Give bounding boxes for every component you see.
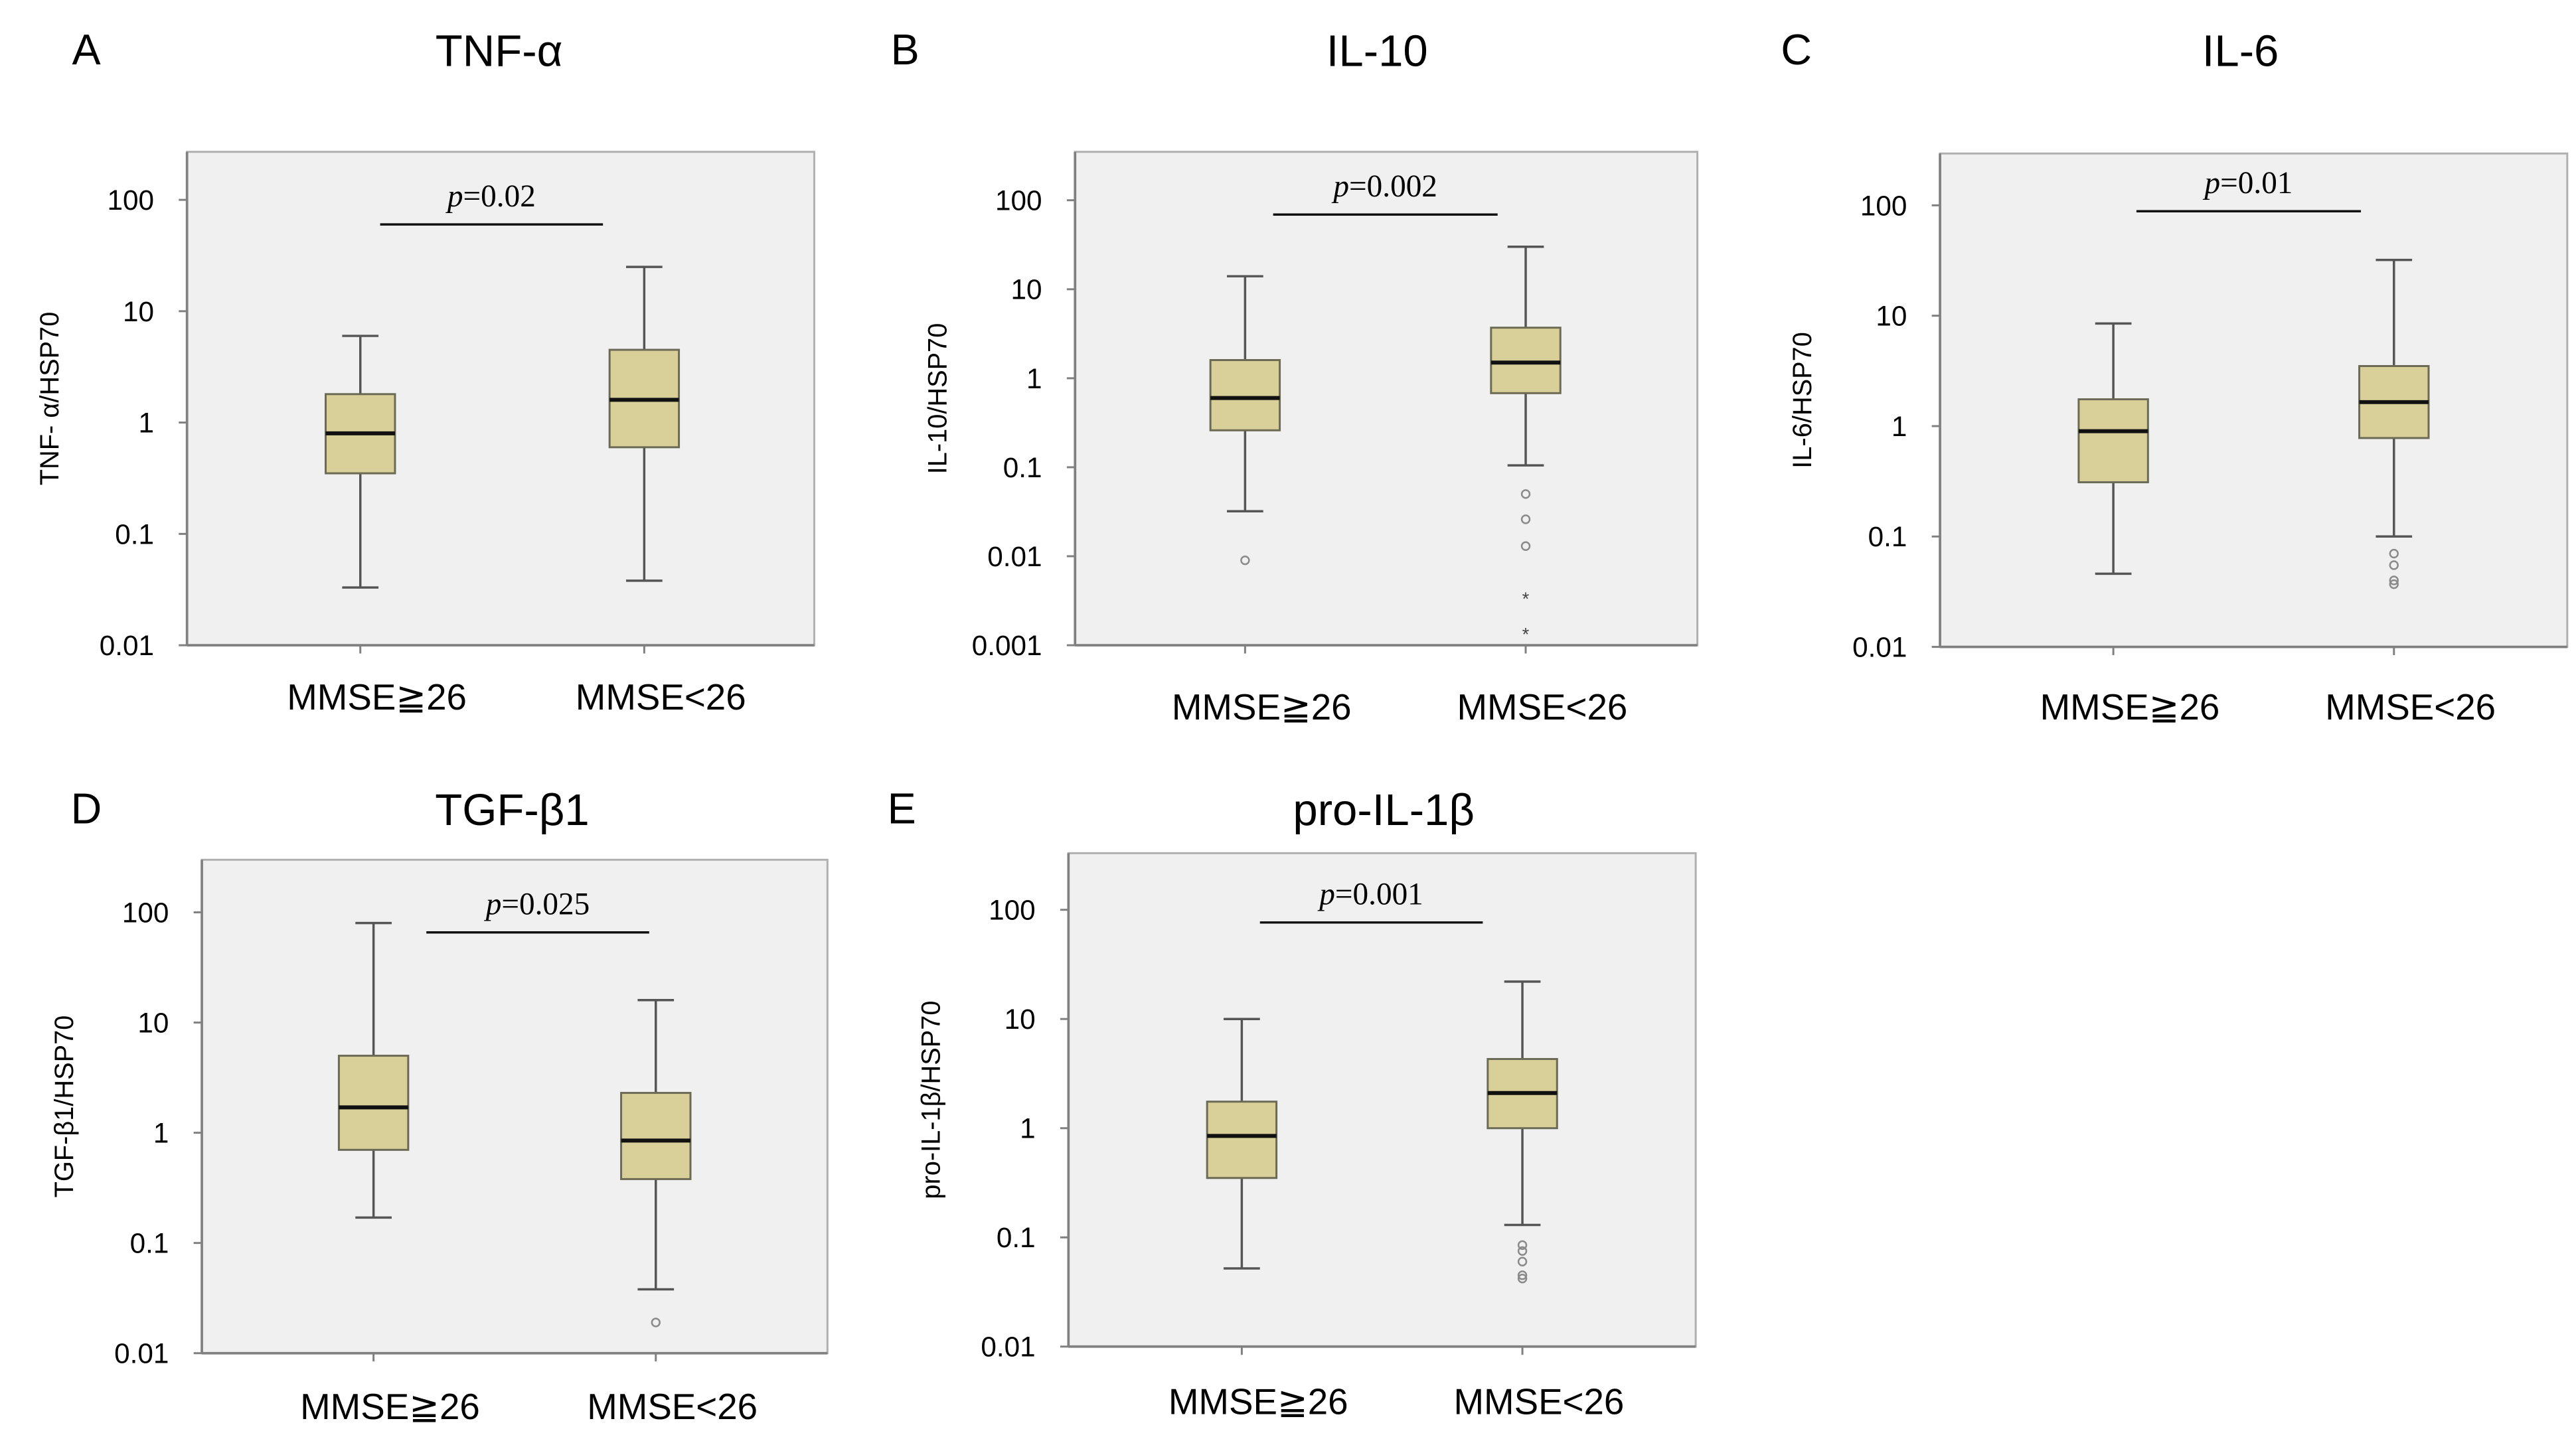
- outlier-point: [1517, 1246, 1528, 1256]
- p-value-label: p=0.025: [484, 887, 590, 921]
- outlier-point: [1517, 1240, 1528, 1250]
- outlier-point: [2389, 548, 2399, 559]
- outlier-point: [1520, 514, 1531, 524]
- y-tick-label: 100: [107, 185, 154, 216]
- iqr-box: [1209, 358, 1281, 431]
- outlier-point: [2389, 579, 2399, 589]
- outlier-point: [2389, 575, 2399, 585]
- y-tick-label: 100: [122, 897, 169, 928]
- y-tick-label: 1: [1020, 1113, 1036, 1144]
- y-axis-label: TGF-β1/HSP70: [50, 1016, 79, 1198]
- outlier-point: [2389, 560, 2399, 570]
- p-value-label: p=0.001: [1317, 877, 1423, 911]
- y-tick-label: 100: [995, 185, 1042, 216]
- y-tick-label: 10: [137, 1008, 169, 1039]
- p-value-symbol: p: [1331, 169, 1349, 204]
- y-tick-label: 0.001: [972, 630, 1042, 661]
- p-value-label: p=0.002: [1331, 169, 1437, 204]
- y-tick-label: 10: [123, 296, 154, 327]
- y-tick-label: 0.1: [997, 1222, 1036, 1253]
- y-tick-label: 10: [1876, 301, 1907, 332]
- panel-title: pro-IL-1β: [1293, 785, 1475, 835]
- panel-c: C IL-6 100 10 1 0.1 0.01 IL-6/HSP70 MMSE≧26 MMSE<…: [1781, 25, 2569, 727]
- x-tick-label: MMSE≧26: [1172, 686, 1352, 727]
- p-value-number: =0.01: [2220, 166, 2293, 200]
- x-tick-label: MMSE<26: [1453, 1381, 1624, 1422]
- x-tick-label: MMSE≧26: [2040, 686, 2220, 727]
- plot-area: [201, 858, 829, 1355]
- p-value-label: p=0.01: [2203, 166, 2293, 200]
- panel-b: B IL-10 100 10 1 0.1 0.01 0.001 IL-10/HSP70 MMSE≧…: [891, 25, 1699, 727]
- p-value-symbol: p: [445, 179, 463, 214]
- x-tick-label: MMSE<26: [2325, 686, 2496, 727]
- x-tick-label: MMSE≧26: [287, 676, 467, 718]
- plot-area: [1074, 151, 1699, 646]
- panel-title: IL-6: [2202, 26, 2279, 76]
- x-tick-label: MMSE≧26: [300, 1386, 480, 1427]
- p-value-label: p=0.02: [445, 179, 536, 214]
- panel-a: A TNF-α 100 10 1 0.1 0.01 TNF- α/HSP70 MMSE≧26 MM…: [35, 25, 815, 718]
- p-value-symbol: p: [1317, 877, 1335, 911]
- x-tick-label: MMSE<26: [576, 676, 746, 718]
- plot-area: [186, 151, 815, 646]
- y-axis-label: IL-10/HSP70: [923, 323, 952, 475]
- panel-title: IL-10: [1327, 26, 1428, 76]
- y-tick-label: 0.01: [114, 1338, 169, 1369]
- iqr-box: [337, 1055, 410, 1151]
- p-value-number: =0.02: [463, 179, 536, 214]
- y-tick-label: 0.01: [987, 541, 1042, 572]
- plot-area: [1067, 852, 1697, 1348]
- y-tick-label: 1: [1026, 363, 1042, 394]
- iqr-box: [1206, 1100, 1278, 1179]
- y-tick-label: 0.1: [1868, 521, 1907, 552]
- y-tick-label: 1: [153, 1118, 169, 1149]
- y-tick-label: 0.01: [981, 1331, 1035, 1363]
- panel-title: TGF-β1: [435, 785, 589, 835]
- outlier-point: [1520, 489, 1531, 499]
- outlier-point: [1240, 555, 1250, 566]
- panel-letter: D: [71, 785, 102, 833]
- y-axis-label: pro-IL-1β/HSP70: [916, 1000, 945, 1199]
- extreme-point: *: [1522, 589, 1530, 609]
- outlier-point: [651, 1318, 661, 1327]
- y-tick-label: 0.01: [100, 630, 154, 661]
- y-tick-label: 0.1: [130, 1228, 169, 1259]
- extreme-point: *: [1522, 624, 1530, 644]
- panel-letter: A: [72, 25, 100, 74]
- outlier-point: [1517, 1274, 1528, 1284]
- y-tick-label: 1: [138, 408, 154, 439]
- iqr-box: [2077, 398, 2149, 484]
- y-tick-label: 1: [1892, 411, 1907, 442]
- p-value-symbol: p: [484, 887, 502, 921]
- y-tick-label: 0.01: [1852, 632, 1907, 663]
- p-value-symbol: p: [2203, 166, 2221, 200]
- x-tick-label: MMSE<26: [1457, 686, 1627, 727]
- panel-d: D TGF-β1 100 10 1 0.1 0.01 TGF-β1/HSP70 MMSE≧26 M…: [50, 785, 829, 1427]
- y-axis-label: TNF- α/HSP70: [35, 312, 64, 486]
- p-value-number: =0.002: [1349, 169, 1437, 204]
- y-tick-label: 10: [1005, 1004, 1036, 1035]
- iqr-box: [1490, 327, 1562, 394]
- y-tick-label: 100: [1860, 190, 1907, 221]
- y-tick-label: 100: [989, 895, 1036, 926]
- panel-letter: B: [891, 25, 920, 74]
- p-value-number: =0.025: [501, 887, 590, 921]
- y-tick-label: 0.1: [1003, 452, 1042, 483]
- p-value-number: =0.001: [1335, 877, 1423, 911]
- outlier-point: [1517, 1270, 1528, 1280]
- panel-letter: E: [888, 785, 916, 833]
- outlier-point: [1517, 1256, 1528, 1266]
- panel-letter: C: [1781, 25, 1812, 74]
- outlier-point: [1520, 541, 1531, 551]
- panel-title: TNF-α: [436, 26, 563, 76]
- x-tick-label: MMSE<26: [587, 1386, 758, 1427]
- x-tick-label: MMSE≧26: [1168, 1381, 1348, 1422]
- plot-area: [1939, 152, 2569, 648]
- y-tick-label: 0.1: [115, 518, 154, 550]
- y-axis-label: IL-6/HSP70: [1788, 332, 1817, 469]
- iqr-box: [620, 1092, 692, 1180]
- y-tick-label: 10: [1011, 274, 1042, 305]
